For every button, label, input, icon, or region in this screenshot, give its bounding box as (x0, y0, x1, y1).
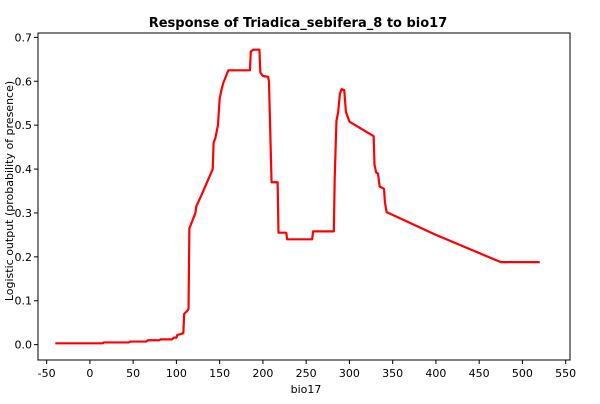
x-tick-label: 550 (555, 367, 576, 380)
x-tick-label: 400 (425, 367, 446, 380)
chart-title: Response of Triadica_sebifera_8 to bio17 (149, 16, 448, 31)
x-tick-label: -50 (38, 367, 56, 380)
x-axis-label: bio17 (291, 383, 322, 396)
y-tick-label: 0.0 (15, 339, 33, 352)
y-tick-label: 0.3 (15, 207, 33, 220)
plot-frame (37, 32, 571, 361)
x-tick-label: 200 (252, 367, 273, 380)
y-axis-label: Logistic output (probability of presence… (3, 81, 16, 301)
x-tick-label: 150 (209, 367, 230, 380)
y-tick-label: 0.7 (15, 31, 33, 44)
x-tick-label: 500 (512, 367, 533, 380)
series-line (55, 48, 540, 345)
x-axis-ticks: -50 0 50 100 150 200 250 300 350 400 450 500 550 (38, 360, 576, 380)
x-tick-label: 250 (296, 367, 317, 380)
x-tick-label: 100 (166, 367, 187, 380)
y-tick-label: 0.5 (15, 119, 33, 132)
y-tick-label: 0.6 (15, 75, 33, 88)
x-tick-label: 450 (469, 367, 490, 380)
y-tick-label: 0.1 (15, 295, 33, 308)
x-tick-label: 300 (339, 367, 360, 380)
y-axis-ticks: 0.0 0.1 0.2 0.3 0.4 0.5 0.6 0.7 (15, 31, 38, 352)
y-tick-label: 0.2 (15, 251, 33, 264)
x-tick-label: 350 (382, 367, 403, 380)
series-layer (55, 48, 540, 345)
axes (37, 32, 571, 361)
y-tick-label: 0.4 (15, 163, 33, 176)
x-tick-label: 0 (86, 367, 93, 380)
x-tick-label: 50 (126, 367, 140, 380)
